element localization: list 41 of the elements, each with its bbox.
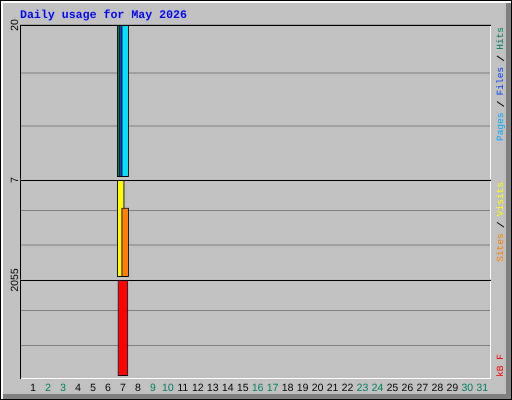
x-tick-label: 22	[342, 382, 354, 394]
x-tick-label: 8	[134, 382, 141, 394]
chart-title: Daily usage for May 2026	[20, 8, 188, 22]
text: Sites	[495, 233, 506, 262]
x-tick-label: 11	[177, 382, 188, 394]
x-tick-label: 23	[356, 382, 368, 394]
x-tick-label: 3	[60, 382, 66, 394]
x-tick-label: 5	[90, 382, 96, 394]
x-tick-label: 29	[446, 382, 458, 394]
x-tick-label: 14	[222, 382, 234, 394]
text: Visits	[495, 182, 506, 216]
x-tick-label: 28	[432, 382, 444, 394]
x-tick-label: 31	[476, 382, 488, 394]
x-tick-label: 6	[105, 382, 112, 394]
x-tick-label: 30	[461, 382, 474, 394]
text: kB F	[495, 354, 506, 377]
x-tick-label: 13	[206, 382, 219, 394]
x-tick-label: 20	[312, 382, 324, 394]
x-tick-label: 21	[326, 382, 339, 394]
x-tick-label: 15	[236, 382, 249, 394]
x-tick-label: 9	[150, 382, 156, 394]
x-tick-label: 27	[416, 382, 428, 394]
x-tick-label: 1	[30, 382, 36, 394]
x-tick-label: 25	[386, 382, 398, 394]
text: Hits	[495, 26, 506, 50]
x-tick-label: 10	[162, 382, 174, 394]
x-tick-label: 16	[252, 382, 264, 394]
text: Pages	[495, 112, 506, 142]
x-tick-label: 4	[75, 382, 82, 394]
x-tick-label: 19	[296, 382, 309, 394]
x-tick-label: 24	[372, 382, 384, 394]
x-tick-label: 18	[282, 382, 294, 394]
y-tick-label: 7	[8, 176, 21, 183]
x-tick-label: 12	[192, 382, 204, 394]
x-tick-label: 7	[120, 382, 126, 394]
x-tick-label: 26	[402, 382, 414, 394]
x-tick-label: 17	[266, 382, 279, 394]
y-tick-label: 2055	[8, 268, 21, 292]
x-tick-label: 2	[45, 382, 52, 394]
text: Files	[495, 66, 506, 96]
y-tick-label: 20	[8, 19, 21, 31]
